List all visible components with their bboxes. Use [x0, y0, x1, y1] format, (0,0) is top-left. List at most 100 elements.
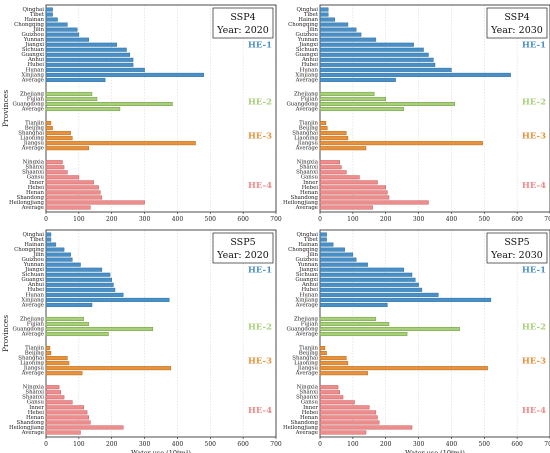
category-label: Hainan — [298, 17, 318, 23]
category-label: Shanxi — [25, 165, 44, 171]
category-label: Sichuan — [296, 47, 319, 53]
bar-inner — [45, 180, 94, 185]
bar-anhui — [319, 282, 419, 287]
bar-tibet — [319, 237, 327, 242]
bar-hubei — [45, 62, 134, 67]
category-label: Hubei — [301, 62, 318, 68]
bar-sichuan — [45, 272, 111, 277]
bar-sichuan — [45, 47, 127, 52]
bar-tianjin — [319, 346, 326, 351]
group-label-4: HE-4 — [248, 181, 272, 191]
category-label: Henan — [300, 190, 319, 196]
category-label: Tibet — [30, 12, 45, 18]
bar-hunan — [45, 67, 145, 72]
bar-heilongjiang — [319, 200, 429, 205]
bar-hunan — [45, 292, 124, 297]
bar-jilin — [319, 27, 357, 32]
bar-guangxi — [319, 277, 416, 282]
bar-tibet — [45, 12, 53, 17]
bar-guangdong — [45, 326, 154, 332]
category-label: Liaoning — [20, 361, 44, 367]
bar-beijing — [45, 351, 52, 356]
bar-tibet — [45, 237, 52, 242]
bar-xinjiang — [319, 297, 492, 302]
x-axis-label: Water use (10⁸m³) — [405, 449, 465, 453]
category-label: Guizhou — [21, 32, 44, 38]
bar-jilin — [45, 252, 71, 257]
bar-guangxi — [45, 52, 131, 57]
category-label: Average — [21, 146, 44, 152]
bar-zhejiang — [319, 91, 375, 96]
category-label: Hebei — [302, 410, 319, 416]
bar-anhui — [45, 57, 134, 62]
panel-year: Year: 2020 — [216, 25, 269, 36]
bar-hebei — [319, 185, 386, 190]
bar-average — [45, 332, 109, 337]
category-label: Hubei — [27, 62, 44, 68]
bar-sichuan — [319, 272, 413, 277]
x-tick-label: 300 — [139, 441, 151, 448]
bar-shandong — [319, 420, 380, 425]
bar-jiangsu — [319, 141, 483, 146]
category-label: Average — [21, 77, 44, 83]
y-axis-label: Provinces — [1, 90, 10, 127]
category-label: Chongqing — [288, 22, 318, 28]
category-label: Jiangxi — [24, 267, 44, 273]
bar-yunnan — [319, 262, 368, 267]
bar-hainan — [319, 242, 334, 247]
category-label: Guangxi — [21, 52, 44, 58]
bar-liaoning — [45, 136, 73, 141]
category-label: Guangdong — [12, 326, 44, 332]
bar-average — [45, 302, 93, 307]
category-label: Chongqing — [14, 22, 44, 28]
bar-qinghai — [45, 232, 52, 237]
category-label: Sichuan — [22, 272, 45, 278]
x-tick-label: 100 — [73, 441, 85, 448]
panel-year: Year: 2030 — [490, 25, 543, 36]
group-label-1: HE-1 — [522, 41, 546, 51]
group-label-4: HE-4 — [522, 406, 546, 416]
bar-tianjin — [45, 346, 51, 351]
group-label-2: HE-2 — [248, 97, 272, 107]
bar-average — [319, 107, 405, 112]
category-label: Ningxia — [297, 385, 319, 391]
category-label: Guangdong — [286, 101, 318, 107]
bar-gansu — [45, 175, 80, 180]
category-label: Hainan — [24, 17, 44, 23]
category-label: Fujian — [301, 96, 319, 102]
category-label: Guangdong — [12, 101, 44, 107]
panel-title-box — [486, 232, 548, 264]
category-label: Average — [295, 77, 318, 83]
category-label: Gansu — [301, 175, 319, 181]
category-label: Guangdong — [286, 326, 318, 332]
category-label: Shandong — [17, 195, 45, 201]
category-label: Average — [21, 331, 44, 337]
bar-shaanxi — [319, 170, 347, 175]
bar-shaanxi — [45, 395, 65, 400]
category-label: Beijing — [25, 350, 45, 356]
bar-xinjiang — [45, 72, 204, 77]
x-tick-label: 400 — [172, 216, 184, 223]
category-label: Xinjiang — [21, 72, 44, 78]
bar-guangdong — [319, 101, 455, 107]
bar-yunnan — [45, 262, 81, 267]
category-label: Shanxi — [25, 390, 44, 396]
category-label: Average — [21, 371, 44, 377]
category-label: Shandong — [291, 420, 319, 426]
category-label: Jilin — [306, 252, 318, 258]
category-label: Xinjiang — [295, 72, 318, 78]
category-label: Shanghai — [292, 131, 318, 137]
bar-qinghai — [319, 7, 329, 12]
x-tick-label: 200 — [106, 216, 118, 223]
x-tick-label: 0 — [44, 216, 48, 223]
bar-guizhou — [45, 257, 73, 262]
x-tick-label: 300 — [413, 441, 425, 448]
category-label: Yunnan — [297, 262, 319, 268]
bar-hubei — [45, 287, 116, 292]
bar-yunnan — [45, 37, 89, 42]
category-label: Yunnan — [23, 37, 45, 43]
bar-jiangsu — [45, 141, 196, 146]
category-label: Hainan — [298, 242, 318, 248]
category-label: Average — [295, 146, 318, 152]
bar-shanghai — [319, 356, 347, 361]
